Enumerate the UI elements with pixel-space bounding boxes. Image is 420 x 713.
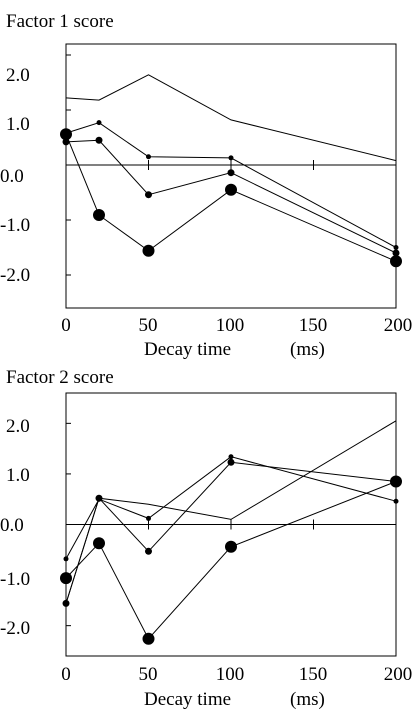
data-point xyxy=(227,458,235,466)
y-tick-label: -2.0 xyxy=(0,618,30,639)
data-point xyxy=(142,632,155,645)
x-tick-label: 100 xyxy=(216,664,245,685)
plot-frame xyxy=(65,43,397,309)
factor-1-chart: Factor 1 score 2.0 1.0 0.0 -1.0 -2.0 0 5… xyxy=(0,11,412,360)
data-marks xyxy=(60,54,402,276)
x-axis-unit: (ms) xyxy=(290,339,325,360)
data-point xyxy=(390,475,402,488)
data-point xyxy=(227,169,235,177)
x-tick-label: 150 xyxy=(299,315,328,336)
data-point xyxy=(96,120,102,126)
data-point xyxy=(225,183,237,196)
y-tick-label: 2.0 xyxy=(6,65,30,86)
data-point xyxy=(390,255,402,268)
data-point xyxy=(142,244,155,257)
x-tick-label: 200 xyxy=(384,315,413,336)
y-tick-label: -2.0 xyxy=(0,265,30,286)
data-point xyxy=(93,209,105,222)
factor-2-chart: Factor 2 score 2.0 1.0 0.0 -1.0 -2.0 0 5… xyxy=(0,367,412,710)
y-tick-label: 1.0 xyxy=(6,465,30,486)
x-tick-label: 150 xyxy=(299,664,328,685)
tick-labels: 2.0 1.0 0.0 -1.0 -2.0 0 50 100 150 200 xyxy=(0,65,412,336)
x-tick-label: 0 xyxy=(61,315,71,336)
data-point xyxy=(93,537,105,550)
y-tick-label: 0.0 xyxy=(0,515,24,536)
data-marks xyxy=(60,420,402,645)
y-tick-label: 2.0 xyxy=(6,416,30,437)
tick-labels: 2.0 1.0 0.0 -1.0 -2.0 0 50 100 150 200 xyxy=(0,416,412,685)
y-tick-label: -1.0 xyxy=(0,569,30,590)
data-point xyxy=(95,494,103,502)
y-tick-label: 1.0 xyxy=(6,114,30,135)
chart-title: Factor 2 score xyxy=(6,367,114,388)
x-tick-label: 200 xyxy=(384,664,413,685)
series-line-1 xyxy=(65,74,397,162)
data-point xyxy=(63,556,69,562)
data-point xyxy=(145,547,152,555)
data-point xyxy=(60,572,72,585)
data-point xyxy=(146,154,151,160)
series-line-4 xyxy=(65,134,397,262)
data-point xyxy=(95,136,103,144)
x-tick-label: 100 xyxy=(216,315,245,336)
data-point xyxy=(225,540,237,553)
x-axis-label: Decay time xyxy=(144,339,231,360)
series-line-3 xyxy=(65,461,397,604)
data-point xyxy=(228,155,234,161)
x-tick-label: 50 xyxy=(139,315,158,336)
x-axis-label: Decay time xyxy=(144,689,231,710)
x-tick-label: 0 xyxy=(61,664,71,685)
chart-title: Factor 1 score xyxy=(6,11,114,32)
x-tick-label: 50 xyxy=(139,664,158,685)
data-point xyxy=(146,515,151,521)
data-point xyxy=(392,249,400,257)
data-point xyxy=(62,599,70,607)
data-point xyxy=(228,454,234,460)
data-point xyxy=(145,191,152,199)
y-tick-label: -1.0 xyxy=(0,215,30,236)
data-point xyxy=(393,498,399,504)
x-axis-unit: (ms) xyxy=(290,689,325,710)
y-tick-label: 0.0 xyxy=(0,166,24,187)
data-point xyxy=(393,245,399,250)
data-point xyxy=(60,128,72,141)
data-point xyxy=(62,138,70,146)
